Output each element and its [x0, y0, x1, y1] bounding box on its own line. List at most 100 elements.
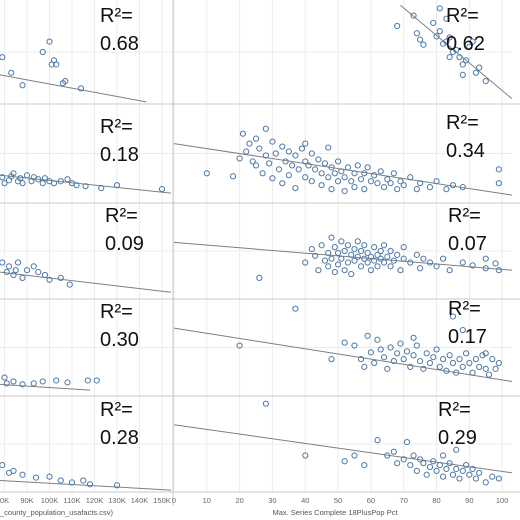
data-point[interactable] [417, 180, 424, 187]
data-point[interactable] [302, 259, 309, 266]
data-point[interactable] [23, 172, 31, 179]
data-point[interactable] [321, 257, 329, 264]
data-point[interactable] [46, 38, 53, 45]
data-point[interactable] [289, 162, 296, 169]
data-point[interactable] [384, 452, 391, 459]
data-point[interactable] [394, 460, 401, 467]
data-point[interactable] [413, 251, 420, 258]
data-point[interactable] [387, 180, 394, 187]
data-point[interactable] [453, 369, 460, 376]
data-point[interactable] [344, 242, 352, 249]
data-point[interactable] [462, 462, 470, 469]
data-point[interactable] [295, 166, 302, 173]
data-point[interactable] [364, 164, 371, 171]
data-point[interactable] [341, 174, 348, 181]
data-point[interactable] [433, 467, 440, 474]
data-point[interactable] [334, 158, 342, 165]
data-point[interactable] [302, 174, 309, 181]
data-point[interactable] [479, 352, 486, 359]
data-point[interactable] [302, 452, 309, 459]
data-point[interactable] [364, 249, 371, 257]
data-point[interactable] [436, 28, 443, 35]
data-point[interactable] [357, 247, 365, 255]
data-point[interactable] [282, 158, 289, 165]
data-point[interactable] [397, 178, 404, 185]
data-point[interactable] [482, 350, 489, 357]
data-point[interactable] [436, 462, 443, 469]
data-point[interactable] [5, 263, 13, 270]
data-point[interactable] [374, 263, 381, 270]
data-point[interactable] [495, 475, 502, 482]
data-point[interactable] [66, 281, 73, 288]
data-point[interactable] [252, 135, 260, 142]
data-point[interactable] [82, 183, 89, 190]
data-point[interactable] [341, 267, 348, 274]
data-point[interactable] [387, 344, 394, 351]
data-point[interactable] [275, 166, 283, 173]
data-point[interactable] [443, 15, 450, 22]
data-point[interactable] [1, 180, 8, 187]
data-point[interactable] [338, 168, 345, 175]
data-point[interactable] [417, 36, 424, 43]
data-point[interactable] [50, 180, 58, 187]
data-point[interactable] [351, 184, 358, 191]
data-point[interactable] [407, 174, 414, 181]
data-point[interactable] [321, 160, 329, 167]
data-point[interactable] [462, 57, 470, 64]
data-point[interactable] [495, 180, 502, 187]
data-point[interactable] [495, 166, 502, 173]
data-point[interactable] [433, 263, 440, 270]
data-point[interactable] [351, 170, 358, 177]
data-point[interactable] [380, 259, 388, 266]
data-point[interactable] [292, 152, 299, 159]
data-point[interactable] [459, 259, 466, 266]
data-point[interactable] [302, 140, 309, 147]
data-point[interactable] [35, 269, 42, 276]
data-point[interactable] [348, 270, 355, 278]
data-point[interactable] [266, 160, 273, 167]
data-point[interactable] [380, 242, 388, 249]
data-point[interactable] [443, 38, 450, 45]
data-point[interactable] [312, 252, 319, 259]
data-point[interactable] [443, 367, 450, 374]
data-point[interactable] [77, 85, 85, 92]
data-point[interactable] [328, 186, 335, 193]
data-point[interactable] [430, 458, 437, 465]
data-point[interactable] [305, 162, 312, 169]
data-point[interactable] [3, 380, 10, 387]
data-point[interactable] [482, 78, 489, 85]
data-point[interactable] [236, 155, 243, 162]
data-point[interactable] [3, 269, 10, 276]
data-point[interactable] [158, 186, 166, 193]
data-point[interactable] [390, 357, 397, 365]
data-point[interactable] [354, 238, 361, 245]
data-point[interactable] [462, 350, 470, 357]
data-point[interactable] [371, 244, 378, 251]
data-point[interactable] [0, 462, 6, 469]
data-point[interactable] [269, 138, 276, 145]
data-point[interactable] [482, 365, 489, 372]
data-point[interactable] [30, 263, 37, 270]
data-point[interactable] [35, 176, 42, 183]
data-point[interactable] [236, 342, 243, 349]
data-point[interactable] [1, 374, 8, 381]
data-point[interactable] [262, 125, 269, 132]
data-point[interactable] [298, 145, 306, 152]
data-point[interactable] [456, 54, 463, 61]
data-point[interactable] [485, 371, 493, 378]
data-point[interactable] [459, 467, 466, 474]
data-point[interactable] [433, 33, 440, 40]
data-point[interactable] [308, 178, 315, 185]
data-point[interactable] [443, 186, 450, 193]
data-point[interactable] [256, 145, 263, 152]
data-point[interactable] [446, 352, 453, 359]
data-point[interactable] [397, 340, 404, 347]
data-point[interactable] [446, 34, 453, 41]
data-point[interactable] [318, 182, 325, 189]
data-point[interactable] [417, 456, 424, 463]
data-point[interactable] [344, 259, 352, 266]
data-point[interactable] [489, 356, 496, 363]
data-point[interactable] [64, 379, 71, 386]
data-point[interactable] [426, 359, 434, 367]
data-point[interactable] [318, 242, 325, 249]
